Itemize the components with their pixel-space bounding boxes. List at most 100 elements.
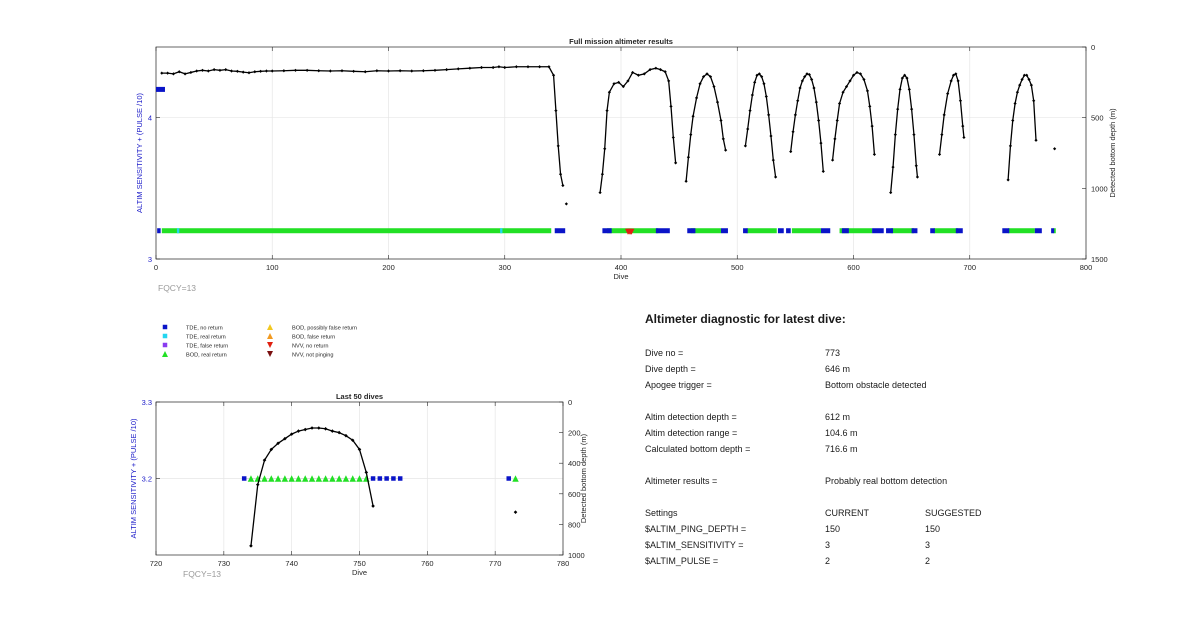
legend-label: BOD, real return [186, 353, 227, 359]
legend-square-icon [162, 333, 168, 339]
depth-point [848, 79, 852, 83]
apogee-row: Apogee trigger = Bottom obstacle detected [645, 377, 1185, 393]
sensitivity-current: 3 [825, 540, 831, 550]
depth-point [755, 73, 759, 77]
depth-point [684, 179, 688, 183]
depth-point [812, 86, 816, 90]
x-tick-label: 770 [489, 559, 502, 568]
tde-no-return-band [602, 228, 612, 234]
depth-point [817, 118, 821, 123]
x-tick-label: 500 [731, 263, 744, 272]
depth-point [748, 109, 752, 113]
legend-label: TDE, real return [186, 335, 226, 341]
depth-point [386, 69, 391, 73]
depth-point [554, 109, 558, 113]
depth-point [195, 69, 199, 73]
depth-point [561, 183, 565, 188]
depth-point [900, 76, 904, 80]
tde-no-return-band [872, 228, 884, 234]
depth-point [317, 426, 321, 430]
depth-point [375, 69, 379, 73]
depth-point [636, 73, 641, 77]
depth-point [807, 72, 811, 77]
depth-point [259, 69, 263, 73]
depth-point [715, 100, 720, 104]
ping-depth-label: $ALTIM_PING_DEPTH = [645, 524, 747, 534]
legend-item: BOD, real return [162, 351, 227, 359]
sensitivity-row: $ALTIM_SENSITIVITY = 3 3 [645, 537, 1185, 553]
depth-point [694, 96, 699, 100]
sensitivity-marker [156, 86, 165, 92]
y-left-axis-label: ALTIM SENSITIVITY + (PULSE /10) [129, 418, 138, 538]
depth-series-line [599, 67, 677, 193]
depth-point [303, 427, 308, 432]
depth-point [617, 80, 621, 84]
x-tick-label: 720 [150, 559, 163, 568]
det-depth-row: Altim detection depth = 612 m [645, 409, 1185, 425]
nvv-no-return-marker [628, 228, 635, 235]
bod-real-return-marker [329, 475, 336, 482]
depth-point [819, 141, 823, 145]
depth-point [364, 470, 369, 475]
depth-point [556, 144, 560, 148]
diagnostic-panel: Altimeter diagnostic for latest dive: Di… [645, 312, 1185, 569]
depth-point [949, 79, 953, 83]
tde-no-return-band [886, 228, 894, 234]
depth-point [798, 86, 802, 90]
depth-point [905, 76, 909, 80]
depth-point [962, 135, 966, 140]
tde-no-return-marker [241, 476, 247, 481]
depth-point [746, 127, 750, 131]
depth-point [719, 118, 723, 123]
depth-point [607, 90, 611, 94]
depth-point [357, 447, 362, 452]
depth-point [1018, 83, 1022, 87]
calc-depth-label: Calculated bottom depth = [645, 444, 751, 454]
chart-title: Full mission altimeter results [569, 37, 673, 46]
depth-point [513, 510, 518, 514]
depth-point [686, 155, 691, 159]
depth-point [352, 69, 356, 73]
depth-point [701, 75, 706, 79]
x-tick-label: 760 [421, 559, 434, 568]
x-axis-label: Dive [352, 568, 367, 577]
depth-point [762, 82, 766, 86]
y-right-axis-label: Detected bottom depth (m) [579, 433, 588, 523]
depth-point [1034, 138, 1038, 142]
depth-point [526, 65, 530, 69]
bod-real-return-marker [261, 475, 268, 482]
depth-point [270, 69, 274, 73]
legend-triangle-up-icon [267, 333, 273, 339]
tde-no-return-band [841, 228, 849, 234]
depth-point [691, 114, 695, 118]
legend-triangle-down-icon [267, 342, 273, 348]
tde-no-return-band [930, 228, 935, 234]
depth-point [946, 92, 950, 96]
depth-point [282, 69, 286, 73]
apogee-value: Bottom obstacle detected [825, 380, 927, 390]
depth-point [328, 69, 332, 73]
legend-triangle-up-icon [162, 351, 168, 357]
det-depth-label: Altim detection depth = [645, 412, 737, 422]
depth-point [1020, 77, 1024, 82]
tde-no-return-band [554, 228, 566, 234]
depth-point [344, 433, 348, 438]
y-right-tick-label: 0 [568, 398, 572, 407]
depth-point [810, 77, 814, 82]
bod-real-return-band [890, 228, 914, 234]
pulse-row: $ALTIM_PULSE = 2 2 [645, 553, 1185, 569]
x-tick-label: 800 [1080, 263, 1093, 272]
legend-item: BOD, possibly false return [267, 324, 357, 332]
depth-point [750, 93, 754, 97]
bod-real-return-band [161, 228, 552, 234]
legend-item: NVV, no return [267, 342, 329, 350]
legend-label: TDE, no return [186, 326, 223, 332]
depth-point [870, 124, 874, 128]
tde-no-return-band [720, 228, 728, 234]
depth-point [1011, 118, 1015, 123]
fqcy-annotation: FQCY=13 [158, 283, 196, 293]
bod-real-return-marker [288, 475, 295, 482]
depth-point [421, 69, 425, 73]
depth-point [837, 101, 842, 106]
depth-point [769, 134, 773, 138]
